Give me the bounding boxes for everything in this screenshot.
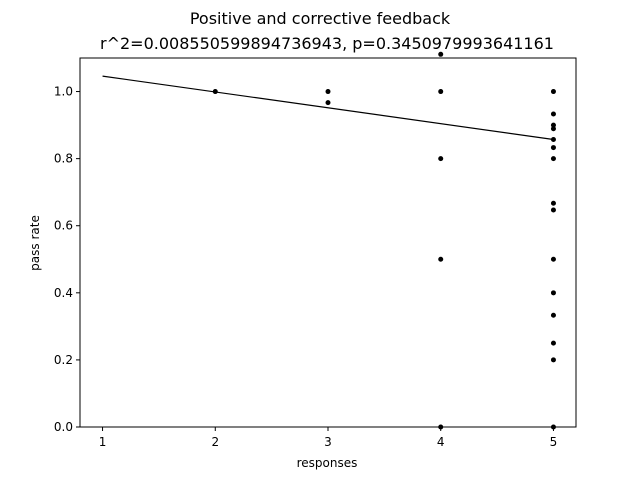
data-point bbox=[438, 424, 444, 430]
data-point bbox=[550, 126, 556, 132]
data-point bbox=[550, 312, 556, 318]
fit-line bbox=[102, 75, 554, 141]
y-tick-label: 0.4 bbox=[54, 286, 73, 300]
data-point bbox=[438, 89, 444, 95]
x-tick-label: 1 bbox=[99, 435, 107, 449]
x-tick-label: 5 bbox=[550, 435, 558, 449]
chart-subtitle: r^2=0.008550599894736943, p=0.3450979993… bbox=[100, 34, 554, 53]
data-point bbox=[550, 156, 556, 162]
y-tick-label: 0.0 bbox=[54, 420, 73, 434]
data-point bbox=[550, 145, 556, 151]
y-axis-label: pass rate bbox=[28, 215, 42, 271]
x-tick-label: 3 bbox=[324, 435, 332, 449]
data-point bbox=[438, 256, 444, 262]
data-point bbox=[550, 424, 556, 430]
x-tick-label: 2 bbox=[211, 435, 219, 449]
data-point bbox=[550, 122, 556, 128]
chart-title: Positive and corrective feedback bbox=[190, 9, 451, 28]
y-tick-label: 0.6 bbox=[54, 219, 73, 233]
plot-area: 1 2 3 4 5 0.0 0.2 0.4 0.6 0.8 1.0 bbox=[54, 51, 577, 449]
data-point bbox=[550, 111, 556, 117]
data-point bbox=[212, 89, 218, 95]
data-point bbox=[550, 340, 556, 346]
data-point bbox=[325, 89, 331, 95]
data-point bbox=[550, 207, 556, 213]
data-point bbox=[438, 51, 444, 57]
data-point bbox=[550, 357, 556, 363]
data-point bbox=[325, 100, 331, 106]
data-point bbox=[550, 137, 556, 143]
data-point bbox=[550, 89, 556, 95]
data-point bbox=[550, 256, 556, 262]
data-point bbox=[550, 200, 556, 206]
y-tick-label: 0.2 bbox=[54, 353, 73, 367]
data-point bbox=[550, 290, 556, 296]
x-tick-label: 4 bbox=[437, 435, 445, 449]
y-tick-label: 0.8 bbox=[54, 152, 73, 166]
x-axis-label: responses bbox=[297, 456, 358, 470]
y-tick-label: 1.0 bbox=[54, 85, 73, 99]
data-point bbox=[438, 156, 444, 162]
